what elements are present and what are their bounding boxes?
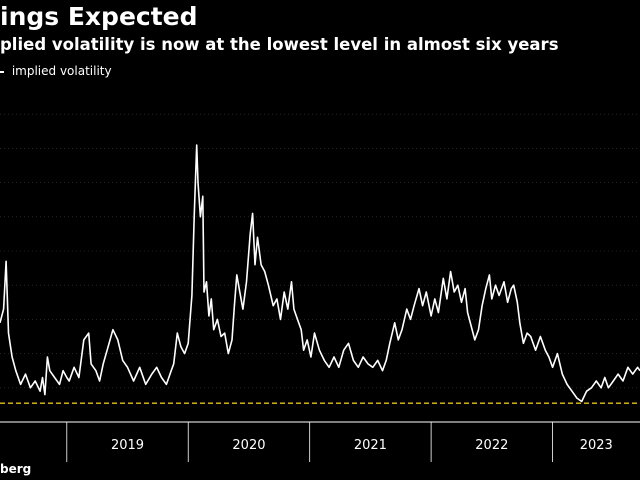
x-tick-label-2021: 2021 <box>354 438 387 453</box>
x-tick-label-2023: 2023 <box>580 438 613 453</box>
x-tick-label-2020: 2020 <box>232 438 265 453</box>
chart-title: ings Expected <box>0 2 198 31</box>
volatility-chart: 2019 2020 2021 2022 2023 <box>0 113 640 462</box>
x-axis-ticks: 2019 2020 2021 2022 2023 <box>66 422 613 462</box>
x-tick-label-2022: 2022 <box>475 438 508 453</box>
series-line-implied-volatility <box>0 144 640 403</box>
legend-swatch <box>0 70 4 73</box>
grid-lines <box>0 113 640 389</box>
source-label: berg <box>0 462 32 476</box>
legend: implied volatility <box>0 64 112 80</box>
chart-subtitle: plied volatility is now at the lowest le… <box>0 35 559 54</box>
legend-label: implied volatility <box>11 64 112 78</box>
x-tick-label-2019: 2019 <box>111 438 144 453</box>
